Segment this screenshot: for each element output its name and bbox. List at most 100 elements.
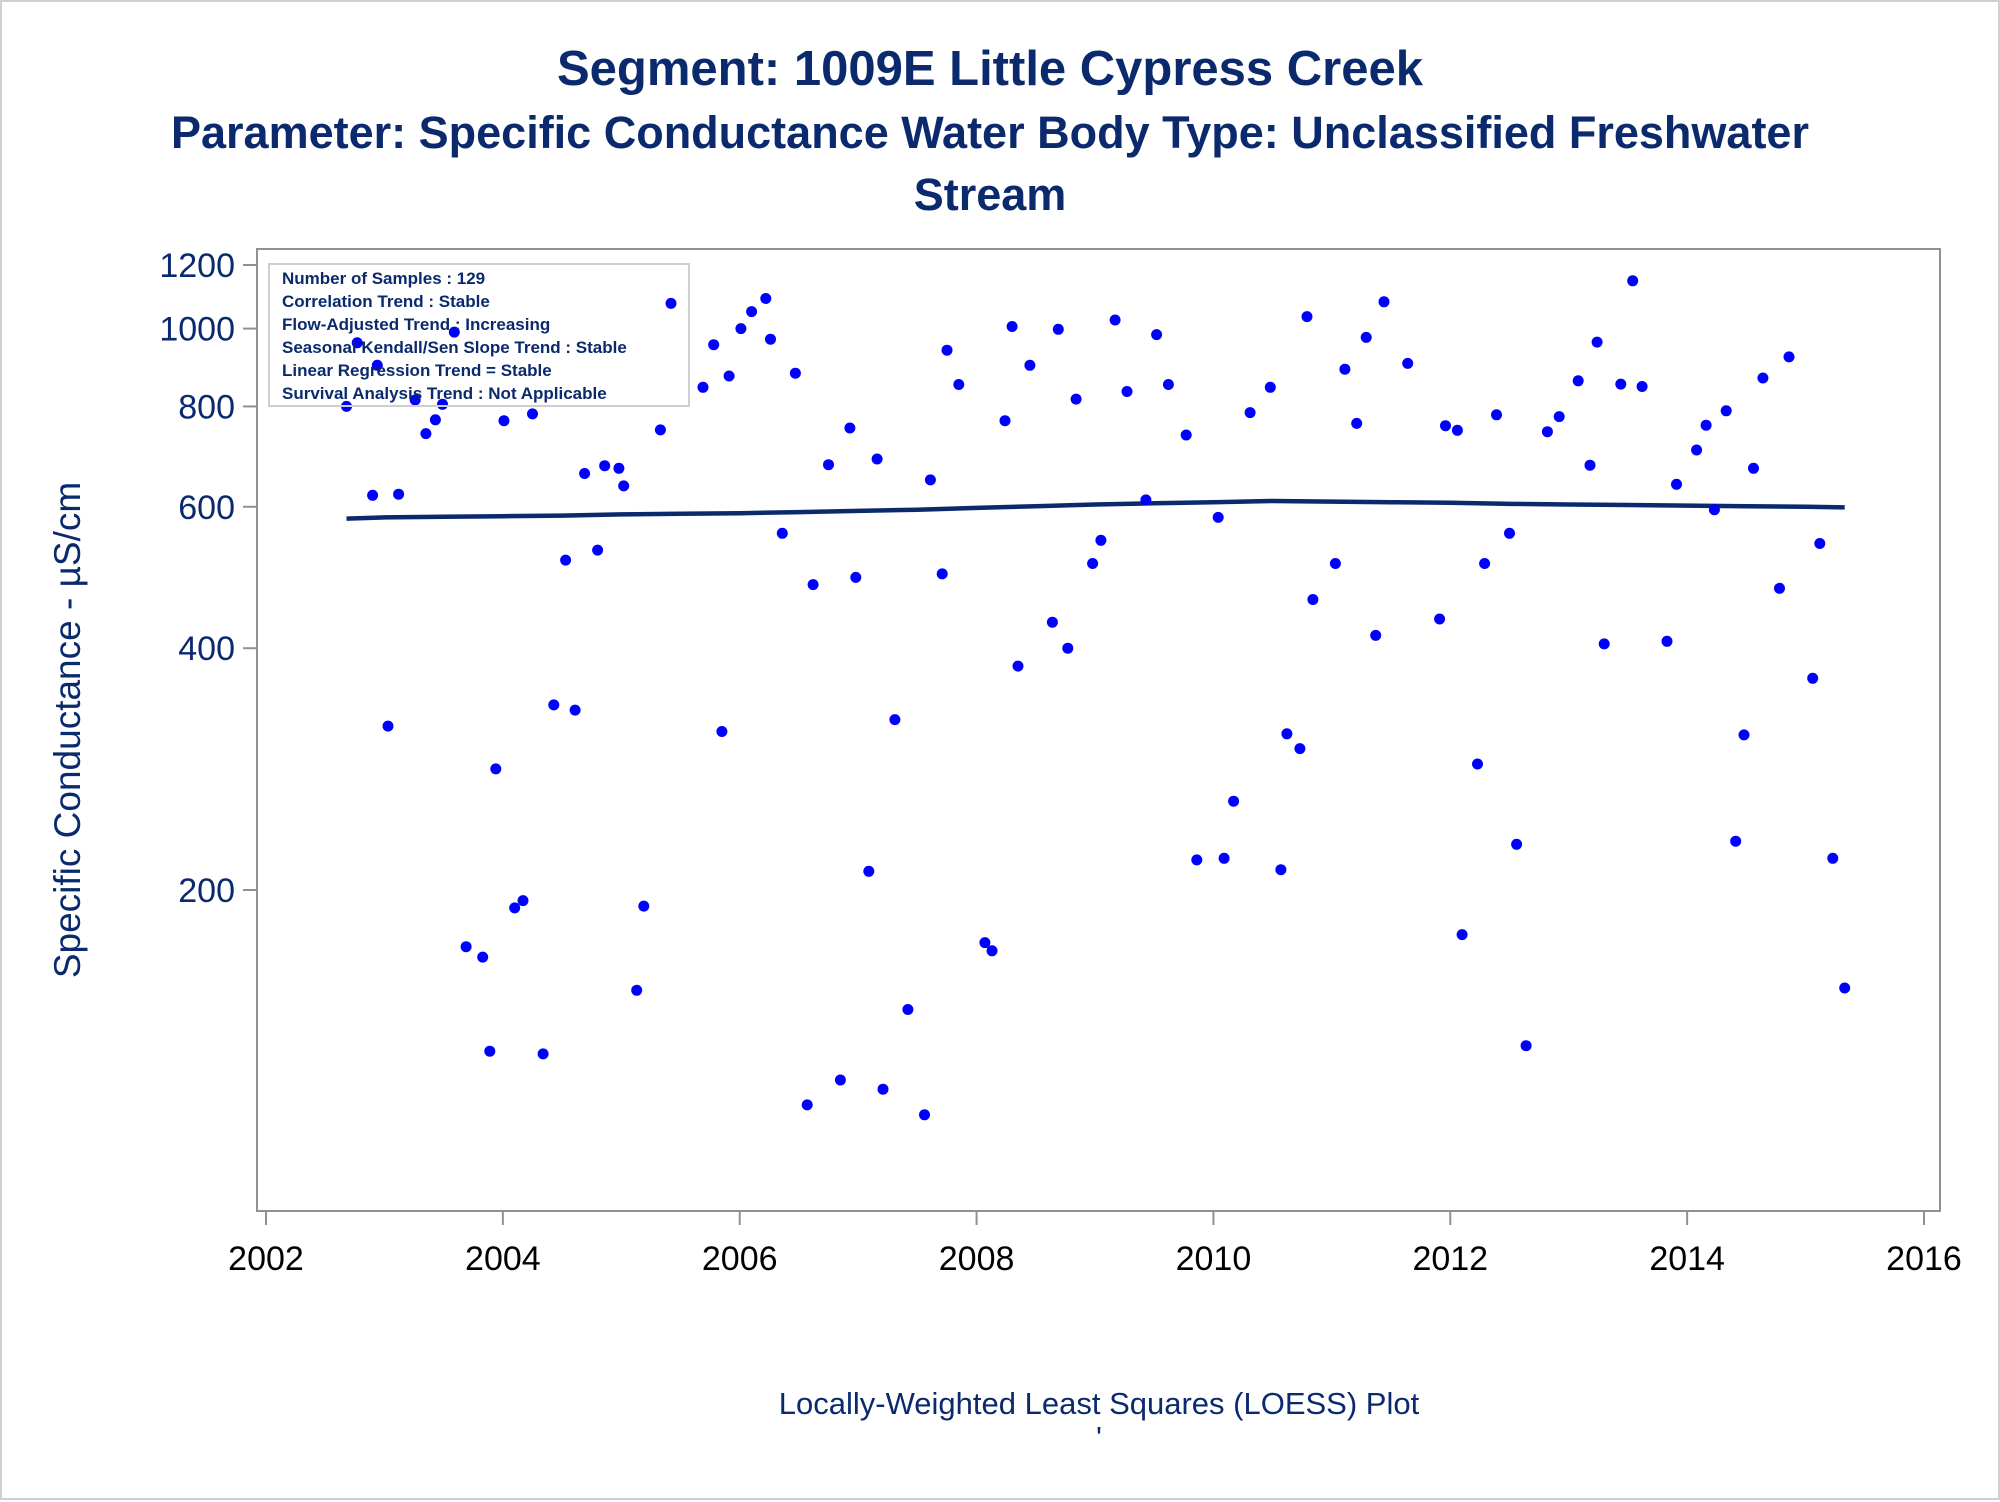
chart-subtitle-line-2: Stream (914, 169, 1067, 220)
data-point (1307, 594, 1319, 605)
data-point (631, 984, 643, 996)
data-point (1598, 638, 1610, 650)
data-point (1572, 375, 1584, 387)
data-point (1301, 311, 1313, 323)
chart-footnote: Locally-Weighted Least Squares (LOESS) P… (779, 1386, 1420, 1421)
data-point (1730, 835, 1742, 847)
stats-line-flow-adjusted: Flow-Adjusted Trend : Increasing (282, 315, 550, 334)
data-point (1351, 417, 1363, 429)
data-point (509, 902, 521, 914)
data-point (936, 568, 948, 580)
data-point (902, 1004, 914, 1015)
stats-line-samples: Number of Samples : 129 (282, 269, 485, 288)
y-axis: 1200 1000 800 600 400 200 (159, 247, 257, 910)
data-point (1738, 729, 1750, 741)
loess-layer (346, 498, 1845, 521)
y-tick-label: 800 (178, 388, 235, 426)
data-point (1024, 359, 1036, 371)
data-point (569, 704, 581, 716)
data-point (1212, 511, 1224, 523)
data-point (1456, 929, 1468, 941)
data-point (579, 468, 591, 479)
x-tick-label: 2010 (1176, 1240, 1252, 1278)
chart-subtitle-line-1: Parameter: Specific Conductance Water Bo… (171, 107, 1809, 158)
data-point (409, 394, 421, 406)
data-point (1070, 393, 1082, 405)
data-point (844, 422, 856, 434)
y-axis-label: Specific Conductance - µS/cm (47, 482, 88, 978)
data-point (560, 554, 572, 566)
data-point (999, 415, 1011, 427)
stats-line-correlation: Correlation Trend : Stable (282, 292, 490, 311)
data-point (1440, 420, 1451, 432)
data-point (1087, 558, 1099, 569)
data-point (1671, 478, 1682, 490)
data-point (919, 1109, 930, 1121)
y-tick-label: 600 (178, 489, 235, 527)
data-points (341, 275, 1851, 1121)
data-point (746, 306, 758, 318)
data-point (1378, 296, 1390, 308)
stats-box: Number of Samples : 129 Correlation Tren… (268, 263, 690, 407)
data-point (599, 460, 611, 472)
data-point (1244, 407, 1256, 419)
data-point (367, 489, 379, 501)
data-point (1541, 426, 1553, 438)
data-point (490, 763, 502, 775)
data-point (1627, 275, 1639, 287)
data-point (941, 344, 953, 356)
data-point (1520, 1040, 1532, 1052)
data-point (716, 726, 728, 737)
x-tick-label: 2012 (1412, 1240, 1488, 1278)
data-point (1121, 386, 1133, 397)
x-tick-label: 2006 (702, 1240, 778, 1278)
x-axis: 2002 2004 2006 2008 2010 2012 2014 2016 (228, 1211, 1962, 1278)
y-tick-label: 1000 (159, 311, 235, 349)
data-point (654, 424, 666, 436)
stats-box-border (268, 263, 690, 407)
data-point (1451, 424, 1463, 436)
data-point (448, 326, 460, 338)
x-tick-label: 2008 (939, 1240, 1015, 1278)
chart-title: Segment: 1009E Little Cypress Creek (557, 42, 1424, 96)
data-point (1109, 314, 1121, 326)
x-tick-label: 2002 (228, 1240, 304, 1278)
data-point (1814, 538, 1826, 549)
data-point (1275, 864, 1287, 876)
data-point (1748, 462, 1759, 474)
data-point (801, 1099, 813, 1111)
data-point (1807, 672, 1819, 684)
data-point (723, 370, 735, 382)
data-point (863, 865, 875, 877)
data-point (708, 339, 720, 351)
data-point (351, 337, 363, 349)
data-point (1360, 331, 1372, 343)
data-point (429, 414, 441, 426)
data-point (537, 1048, 549, 1060)
data-point (592, 544, 604, 556)
data-point (776, 527, 788, 539)
data-point (371, 359, 383, 371)
data-point (1046, 616, 1058, 628)
data-point (1783, 351, 1795, 363)
data-point (1006, 321, 1018, 332)
data-point (807, 579, 819, 591)
data-point (393, 488, 405, 500)
data-point (382, 720, 394, 732)
data-point (527, 408, 538, 420)
x-tick-label: 2014 (1649, 1240, 1725, 1278)
data-point (1491, 409, 1502, 421)
data-point (665, 297, 677, 309)
data-point (618, 480, 630, 492)
data-point (1218, 852, 1230, 864)
data-point (1479, 558, 1491, 569)
data-point (1339, 363, 1351, 375)
x-tick-label: 2016 (1886, 1240, 1962, 1278)
data-point (1370, 629, 1382, 641)
data-point (460, 941, 472, 953)
stats-line-linear-regression: Linear Regression Trend = Stable (282, 361, 552, 380)
stats-line-survival-analysis: Survival Analysis Trend : Not Applicable (282, 384, 607, 403)
data-point (1472, 758, 1483, 770)
